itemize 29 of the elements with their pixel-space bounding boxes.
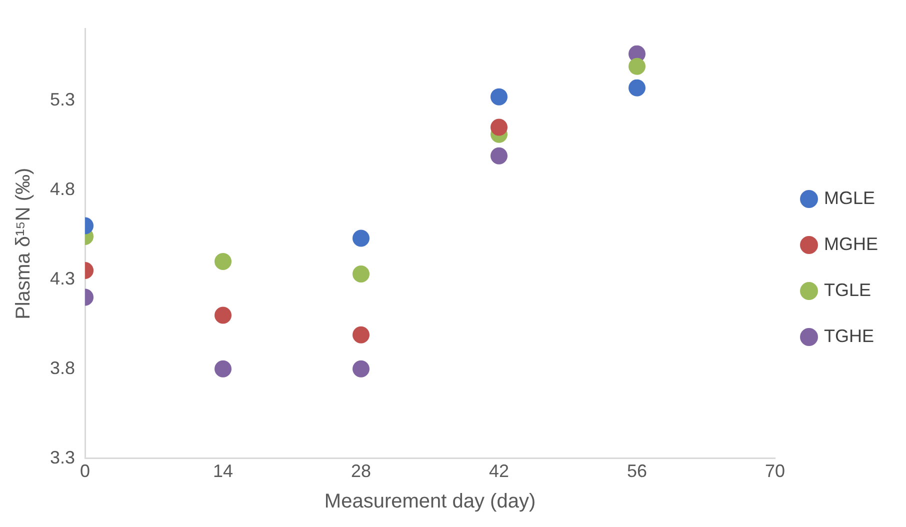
x-axis-title: Measurement day (day) xyxy=(324,490,536,513)
x-tick-label: 70 xyxy=(764,461,786,482)
y-tick-label: 3.8 xyxy=(50,358,76,378)
y-tick-label: 5.3 xyxy=(50,89,76,110)
y-axis-title: Plasma δ¹⁵N (‰) xyxy=(12,168,35,320)
point xyxy=(490,147,508,164)
point xyxy=(628,79,646,96)
point xyxy=(214,306,232,324)
y-tick-label: 4.3 xyxy=(50,268,76,288)
legend-label: MGHE xyxy=(824,234,878,254)
x-tick-label: 14 xyxy=(213,461,234,482)
x-tick-label: 42 xyxy=(488,461,510,482)
legend-label: TGHE xyxy=(824,326,874,346)
point xyxy=(214,360,232,378)
x-tick-label: 0 xyxy=(80,461,90,482)
point xyxy=(352,230,370,247)
y-tick-label: 3.3 xyxy=(50,447,76,468)
point xyxy=(490,88,508,106)
point xyxy=(214,253,232,270)
x-tick-label: 56 xyxy=(626,461,648,482)
point xyxy=(352,360,370,378)
point xyxy=(628,58,646,75)
legend-label: TGLE xyxy=(824,280,872,300)
point xyxy=(490,118,508,136)
y-tick-label: 4.8 xyxy=(50,178,76,199)
point xyxy=(352,266,370,283)
x-tick-label: 28 xyxy=(351,461,372,482)
point xyxy=(352,326,370,344)
legend-label: MGLE xyxy=(824,188,876,208)
